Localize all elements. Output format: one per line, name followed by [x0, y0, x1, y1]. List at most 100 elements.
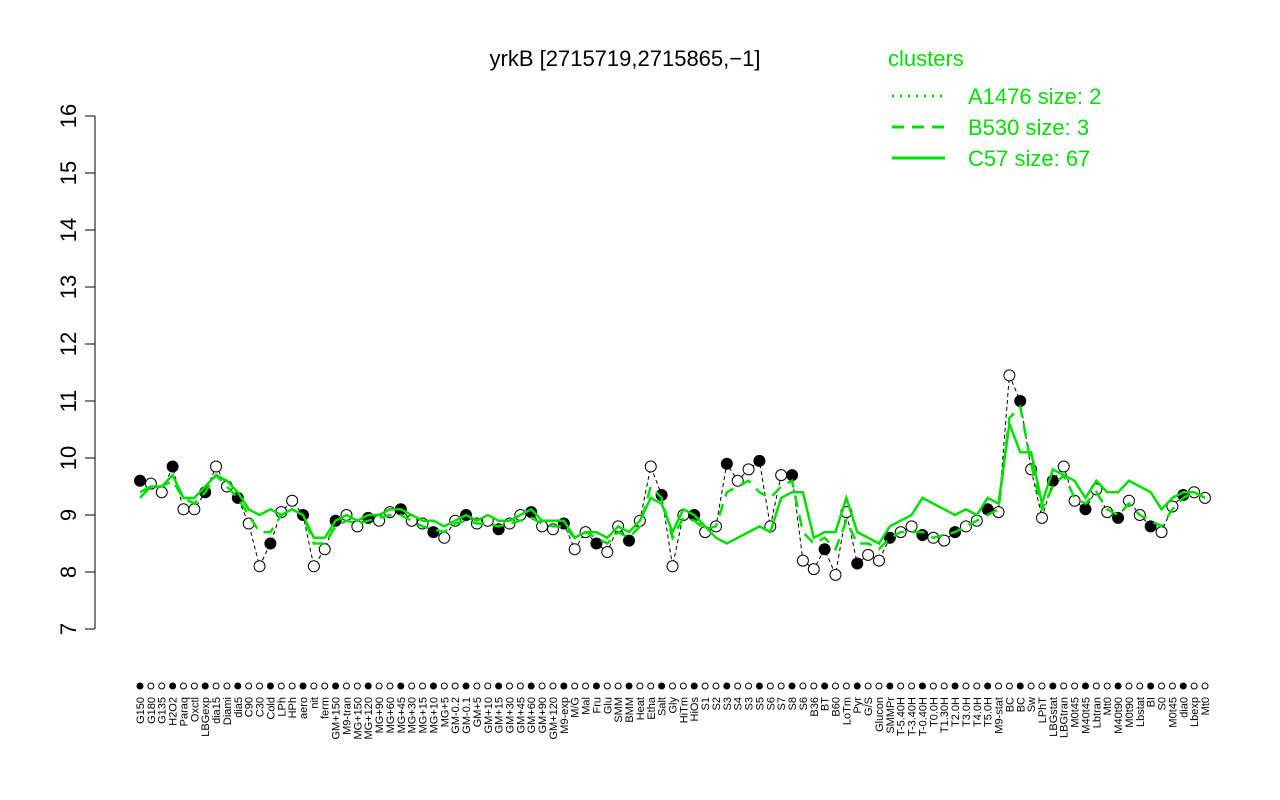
point	[1166, 500, 1179, 513]
x-tick-label: aero	[298, 697, 310, 719]
rug	[1071, 682, 1079, 690]
rug	[962, 682, 970, 690]
rug	[1049, 682, 1057, 690]
rug	[538, 682, 546, 690]
rug	[179, 682, 187, 690]
rug	[712, 682, 720, 690]
point	[1122, 494, 1135, 507]
x-tick-label: T0.0H	[928, 697, 940, 727]
rug	[223, 682, 231, 690]
rug	[375, 682, 383, 690]
point	[818, 543, 831, 556]
rug	[1038, 682, 1046, 690]
rug	[440, 682, 448, 690]
rug	[495, 682, 503, 690]
rug	[592, 682, 600, 690]
x-tick-label: B60	[831, 697, 843, 717]
point	[568, 543, 581, 556]
point	[1112, 511, 1125, 524]
rug	[723, 682, 731, 690]
point	[1035, 511, 1048, 524]
rug	[842, 682, 850, 690]
x-tick-label: LBGstat	[1048, 697, 1060, 737]
rug	[1168, 682, 1176, 690]
rug	[505, 682, 513, 690]
x-tick-label: MG+10	[428, 697, 440, 733]
rug	[342, 682, 350, 690]
point	[623, 534, 636, 547]
x-tick-label: nit	[309, 697, 321, 709]
x-tick-label: S8	[787, 697, 799, 710]
rug	[353, 682, 361, 690]
rug	[419, 682, 427, 690]
x-tick-label: Diami	[222, 697, 234, 725]
point	[1144, 520, 1157, 533]
x-tick-label: dia0	[1178, 697, 1190, 718]
rug	[277, 682, 285, 690]
point	[796, 554, 809, 567]
rug	[614, 682, 622, 690]
y-tick-label: 11	[56, 390, 81, 413]
x-tick-label: S3	[744, 697, 756, 710]
x-tick-label: MG+60	[385, 697, 397, 733]
rug	[234, 682, 242, 690]
point	[872, 554, 885, 567]
rug	[1125, 682, 1133, 690]
point	[731, 474, 744, 487]
point	[644, 460, 657, 473]
rug	[212, 682, 220, 690]
x-tick-label: M0t45	[1070, 697, 1082, 728]
x-tick-label: T3.0H	[961, 697, 973, 727]
point	[590, 537, 603, 550]
x-tick-label: LBGtran	[1059, 697, 1071, 738]
x-tick-label: dia15	[211, 697, 223, 724]
rug	[1136, 682, 1144, 690]
rug	[560, 682, 568, 690]
x-tick-label: BI	[1146, 697, 1158, 707]
x-tick-label: H2O2	[168, 697, 180, 726]
rug	[679, 682, 687, 690]
x-tick-label: S1	[700, 697, 712, 710]
point	[1079, 503, 1092, 516]
x-tick-label: MG+90	[374, 697, 386, 733]
rug	[1103, 682, 1111, 690]
x-tick-label: HiTm	[678, 697, 690, 723]
point	[959, 520, 972, 533]
x-tick-label: M/G	[570, 697, 582, 718]
rug	[332, 682, 340, 690]
x-tick-label: S4	[733, 697, 745, 710]
x-tick-label: T-5.40H	[896, 697, 908, 736]
point	[427, 526, 440, 539]
x-tick-label: T4.0H	[972, 697, 984, 727]
x-tick-label: Mal	[581, 697, 593, 715]
x-tick-label: GM+120	[548, 697, 560, 740]
rug	[810, 682, 818, 690]
point	[666, 560, 679, 573]
x-tick-label: ferm	[320, 697, 332, 719]
point	[286, 494, 299, 507]
rug	[147, 682, 155, 690]
rug	[897, 682, 905, 690]
x-tick-label: B36	[809, 697, 821, 717]
legend-label: A1476 size: 2	[968, 84, 1101, 109]
x-tick-label: T-0.40H	[917, 697, 929, 736]
y-tick-label: 14	[56, 218, 81, 242]
point	[210, 460, 223, 473]
x-tick-label: MG+120	[363, 697, 375, 740]
rug	[603, 682, 611, 690]
rug	[288, 682, 296, 690]
rug	[310, 682, 318, 690]
x-tick-label: GM+15	[494, 697, 506, 733]
x-tick-label: Glu	[602, 697, 614, 714]
x-tick-label: SMM	[613, 697, 625, 723]
x-tick-label: T5.0H	[983, 697, 995, 727]
x-tick-label: GM+150	[331, 697, 343, 740]
x-tick-label: GM+45	[515, 697, 527, 733]
rug	[549, 682, 557, 690]
rug	[462, 682, 470, 690]
x-tick-label: C30	[255, 697, 267, 717]
rug	[701, 682, 709, 690]
x-tick-label: G/S	[863, 697, 875, 716]
rug	[190, 682, 198, 690]
y-tick-label: 16	[56, 104, 81, 128]
